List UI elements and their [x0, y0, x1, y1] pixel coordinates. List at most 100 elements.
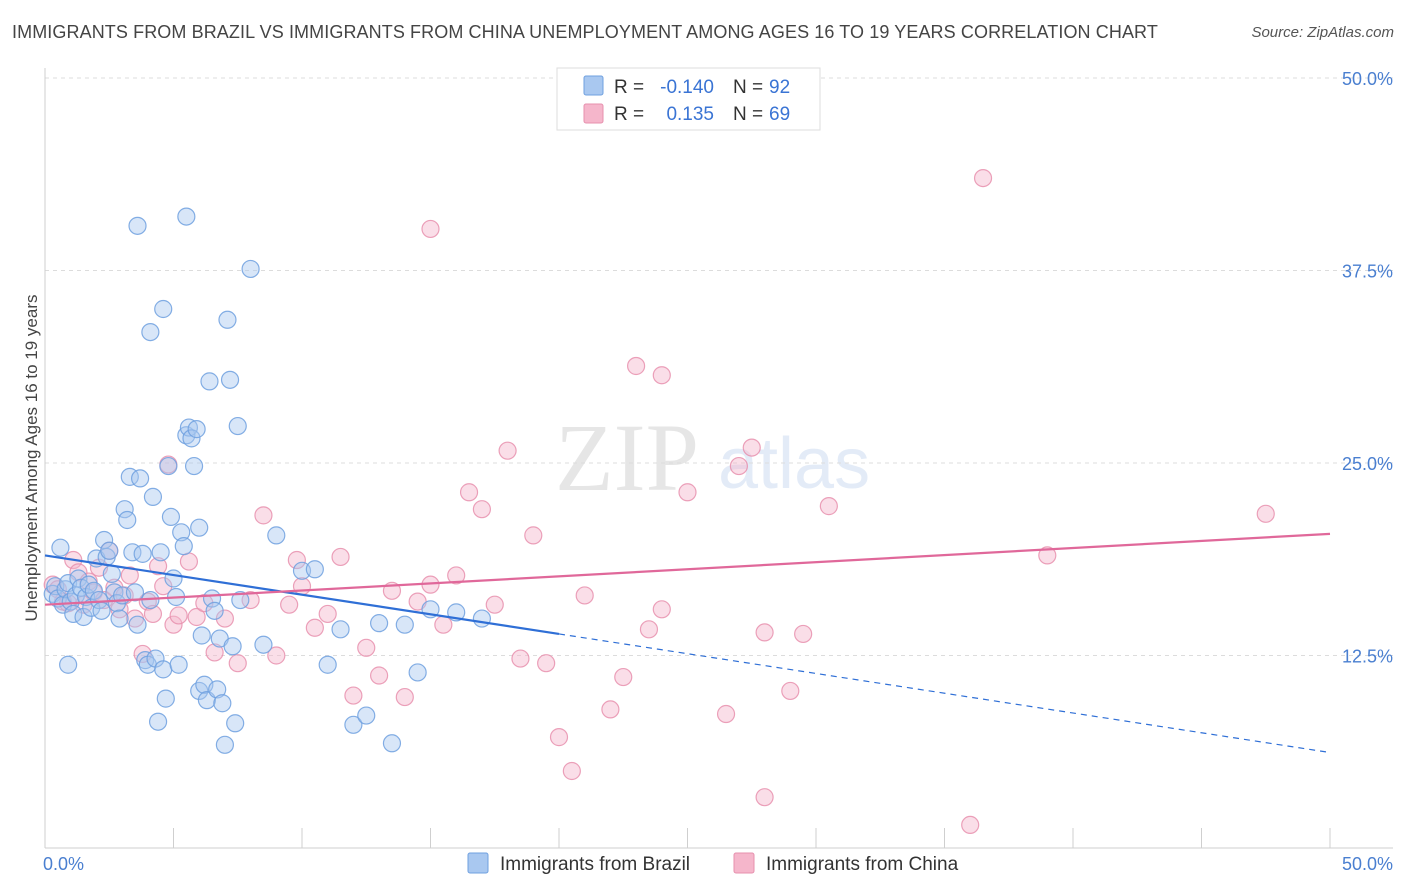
brazil-point-34 [130, 469, 150, 488]
brazil-point-75 [254, 635, 273, 654]
brazil-point-58 [192, 626, 211, 645]
brazil-point-63 [205, 601, 224, 620]
china-point-25 [179, 552, 199, 571]
china-point-20 [148, 557, 168, 576]
y-tick-label-0: 12.5% [1342, 647, 1393, 667]
china-point-51 [498, 441, 517, 460]
china-points [43, 169, 1275, 835]
china-point-38 [331, 547, 350, 567]
brazil-point-67 [215, 735, 234, 754]
china-point-37 [318, 604, 337, 624]
watermark-atlas: atlas [718, 424, 870, 504]
brazil-point-53 [179, 418, 199, 437]
series-swatch-brazil [467, 852, 489, 874]
china-point-70 [819, 497, 838, 516]
brazil-point-3 [51, 538, 70, 557]
x-tick-max: 50.0% [1342, 854, 1393, 874]
brazil-point-39 [143, 487, 163, 506]
legend-n-label-brazil: N = [733, 77, 763, 98]
brazil-point-81 [344, 715, 363, 734]
china-point-55 [549, 728, 569, 747]
china-point-24 [169, 606, 188, 625]
y-tick-label-1: 25.0% [1342, 454, 1393, 474]
brazil-point-95 [190, 518, 209, 537]
china-point-62 [652, 366, 671, 385]
y-tick-label-2: 37.5% [1342, 262, 1393, 282]
china-point-36 [305, 618, 324, 637]
brazil-point-22 [100, 541, 119, 560]
china-point-72 [973, 169, 993, 188]
china-trend-line [44, 532, 1331, 606]
legend-r-label-china: R = [614, 104, 644, 125]
brazil-point-85 [395, 615, 414, 634]
y-tick-labels: 12.5% 25.0% 37.5% 50.0% [1342, 69, 1393, 667]
china-point-68 [781, 681, 800, 701]
legend-swatch-brazil [583, 75, 604, 96]
china-point-30 [228, 654, 247, 673]
china-point-65 [729, 456, 749, 476]
brazil-point-8 [64, 604, 83, 624]
brazil-point-29 [118, 510, 137, 530]
brazil-trend-extension [558, 633, 1331, 754]
brazil-point-61 [200, 372, 219, 391]
brazil-point-69 [220, 370, 240, 389]
brazil-point-79 [318, 655, 337, 674]
series-label-china: Immigrants from China [766, 854, 959, 875]
china-point-64 [716, 704, 736, 724]
china-point-46 [434, 615, 453, 634]
china-point-56 [562, 761, 581, 781]
brazil-point-82 [357, 706, 376, 725]
brazil-point-32 [125, 583, 145, 602]
china-point-15 [120, 566, 139, 585]
brazil-point-91 [177, 207, 196, 226]
china-point-74 [1256, 504, 1275, 523]
china-point-69 [794, 624, 813, 644]
china-point-52 [511, 649, 530, 668]
brazil-trend-line [44, 554, 560, 636]
china-point-26 [187, 607, 206, 627]
brazil-point-42 [151, 543, 170, 562]
grid-lines [45, 77, 1393, 656]
china-point-28 [205, 643, 224, 662]
brazil-point-41 [148, 712, 168, 731]
correlation-legend: R = -0.140 N = 92 R = 0.135 N = 69 [556, 67, 821, 131]
china-point-40 [357, 638, 376, 657]
china-point-35 [292, 577, 312, 596]
brazil-point-86 [408, 663, 427, 682]
brazil-point-50 [172, 523, 191, 542]
china-point-39 [344, 686, 363, 705]
brazil-points [43, 207, 491, 754]
brazil-point-90 [128, 216, 147, 235]
legend-n-value-china: 69 [769, 104, 790, 125]
brazil-point-55 [184, 456, 204, 476]
china-point-31 [241, 590, 260, 610]
brazil-point-35 [133, 544, 152, 563]
chart-title: IMMIGRANTS FROM BRAZIL VS IMMIGRANTS FRO… [12, 22, 1158, 42]
china-point-78 [287, 550, 306, 570]
brazil-point-19 [92, 601, 111, 620]
china-point-12 [105, 578, 124, 597]
china-point-34 [280, 595, 299, 614]
legend-r-label-brazil: R = [614, 77, 644, 98]
brazil-point-78 [305, 560, 324, 579]
brazil-point-83 [370, 614, 389, 633]
brazil-point-92 [154, 299, 173, 319]
china-point-29 [215, 609, 234, 628]
legend-r-value-china: 0.135 [666, 104, 714, 125]
china-point-49 [472, 500, 491, 519]
brazil-point-51 [174, 537, 193, 556]
china-point-77 [755, 623, 774, 642]
china-point-32 [254, 506, 273, 525]
brazil-point-80 [331, 620, 350, 639]
brazil-point-64 [208, 680, 227, 699]
series-swatch-china [733, 852, 755, 874]
china-point-19 [143, 604, 163, 624]
brazil-point-93 [141, 323, 160, 342]
y-axis-label: Unemployment Among Ages 16 to 19 years [22, 295, 41, 622]
china-point-53 [524, 526, 543, 545]
china-point-23 [164, 615, 183, 634]
china-point-76 [652, 600, 671, 619]
china-point-48 [459, 483, 479, 502]
series-label-brazil: Immigrants from Brazil [500, 854, 690, 875]
